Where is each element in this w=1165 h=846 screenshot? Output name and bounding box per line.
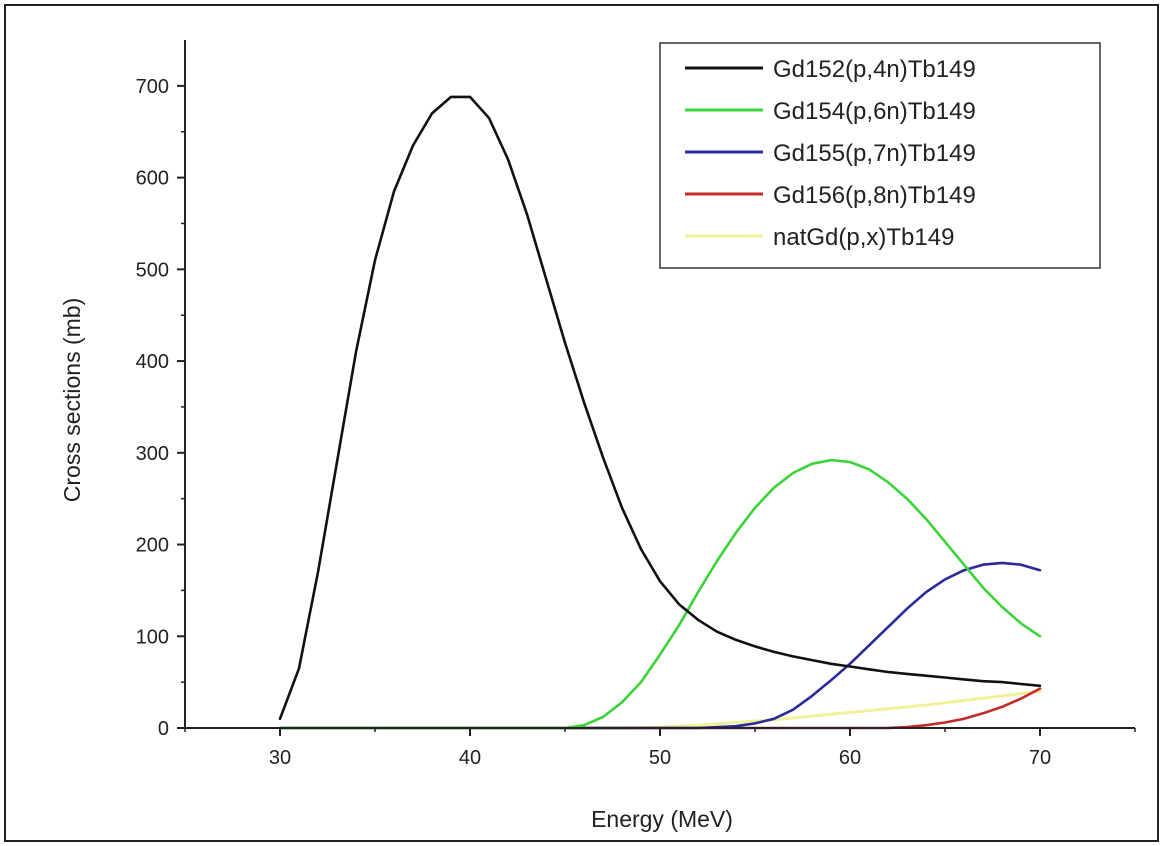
y-tick-label: 200 [136, 535, 169, 557]
legend-label-2: Gd155(p,7n)Tb149 [773, 140, 976, 167]
legend-box [659, 42, 1101, 269]
x-axis-title: Energy (MeV) [591, 806, 733, 832]
legend-label-1: Gd154(p,6n)Tb149 [773, 98, 976, 125]
series-line-3 [278, 687, 1042, 730]
y-tick-label: 300 [136, 443, 169, 465]
series-line-4 [278, 689, 1042, 730]
legend: Gd152(p,4n)Tb149 Gd154(p,6n)Tb149 Gd155(p,… [659, 42, 1101, 269]
y-tick-label: 100 [136, 626, 169, 648]
legend-label-3: Gd156(p,8n)Tb149 [773, 182, 976, 209]
y-tick-label: 700 [136, 76, 169, 98]
x-tick-label: 40 [459, 747, 481, 769]
series-line-2 [278, 561, 1042, 730]
y-tick-label: 0 [158, 718, 169, 740]
x-tick-label: 50 [649, 747, 671, 769]
axes-layer: 0 100 200 300 400 500 600 700 30 40 50 60 70 [136, 40, 1136, 769]
y-tick-label: 500 [136, 259, 169, 281]
series-line-0 [278, 95, 1042, 721]
legend-label-0: Gd152(p,4n)Tb149 [773, 56, 976, 83]
x-tick-label: 30 [269, 747, 291, 769]
x-tick-label: 70 [1029, 747, 1051, 769]
series-line-1 [278, 458, 1042, 730]
y-axis-title: Cross sections (mb) [59, 298, 85, 502]
legend-label-4: natGd(p,x)Tb149 [773, 224, 954, 251]
x-tick-label: 60 [839, 747, 861, 769]
y-tick-label: 600 [136, 168, 169, 190]
y-tick-label: 400 [136, 351, 169, 373]
